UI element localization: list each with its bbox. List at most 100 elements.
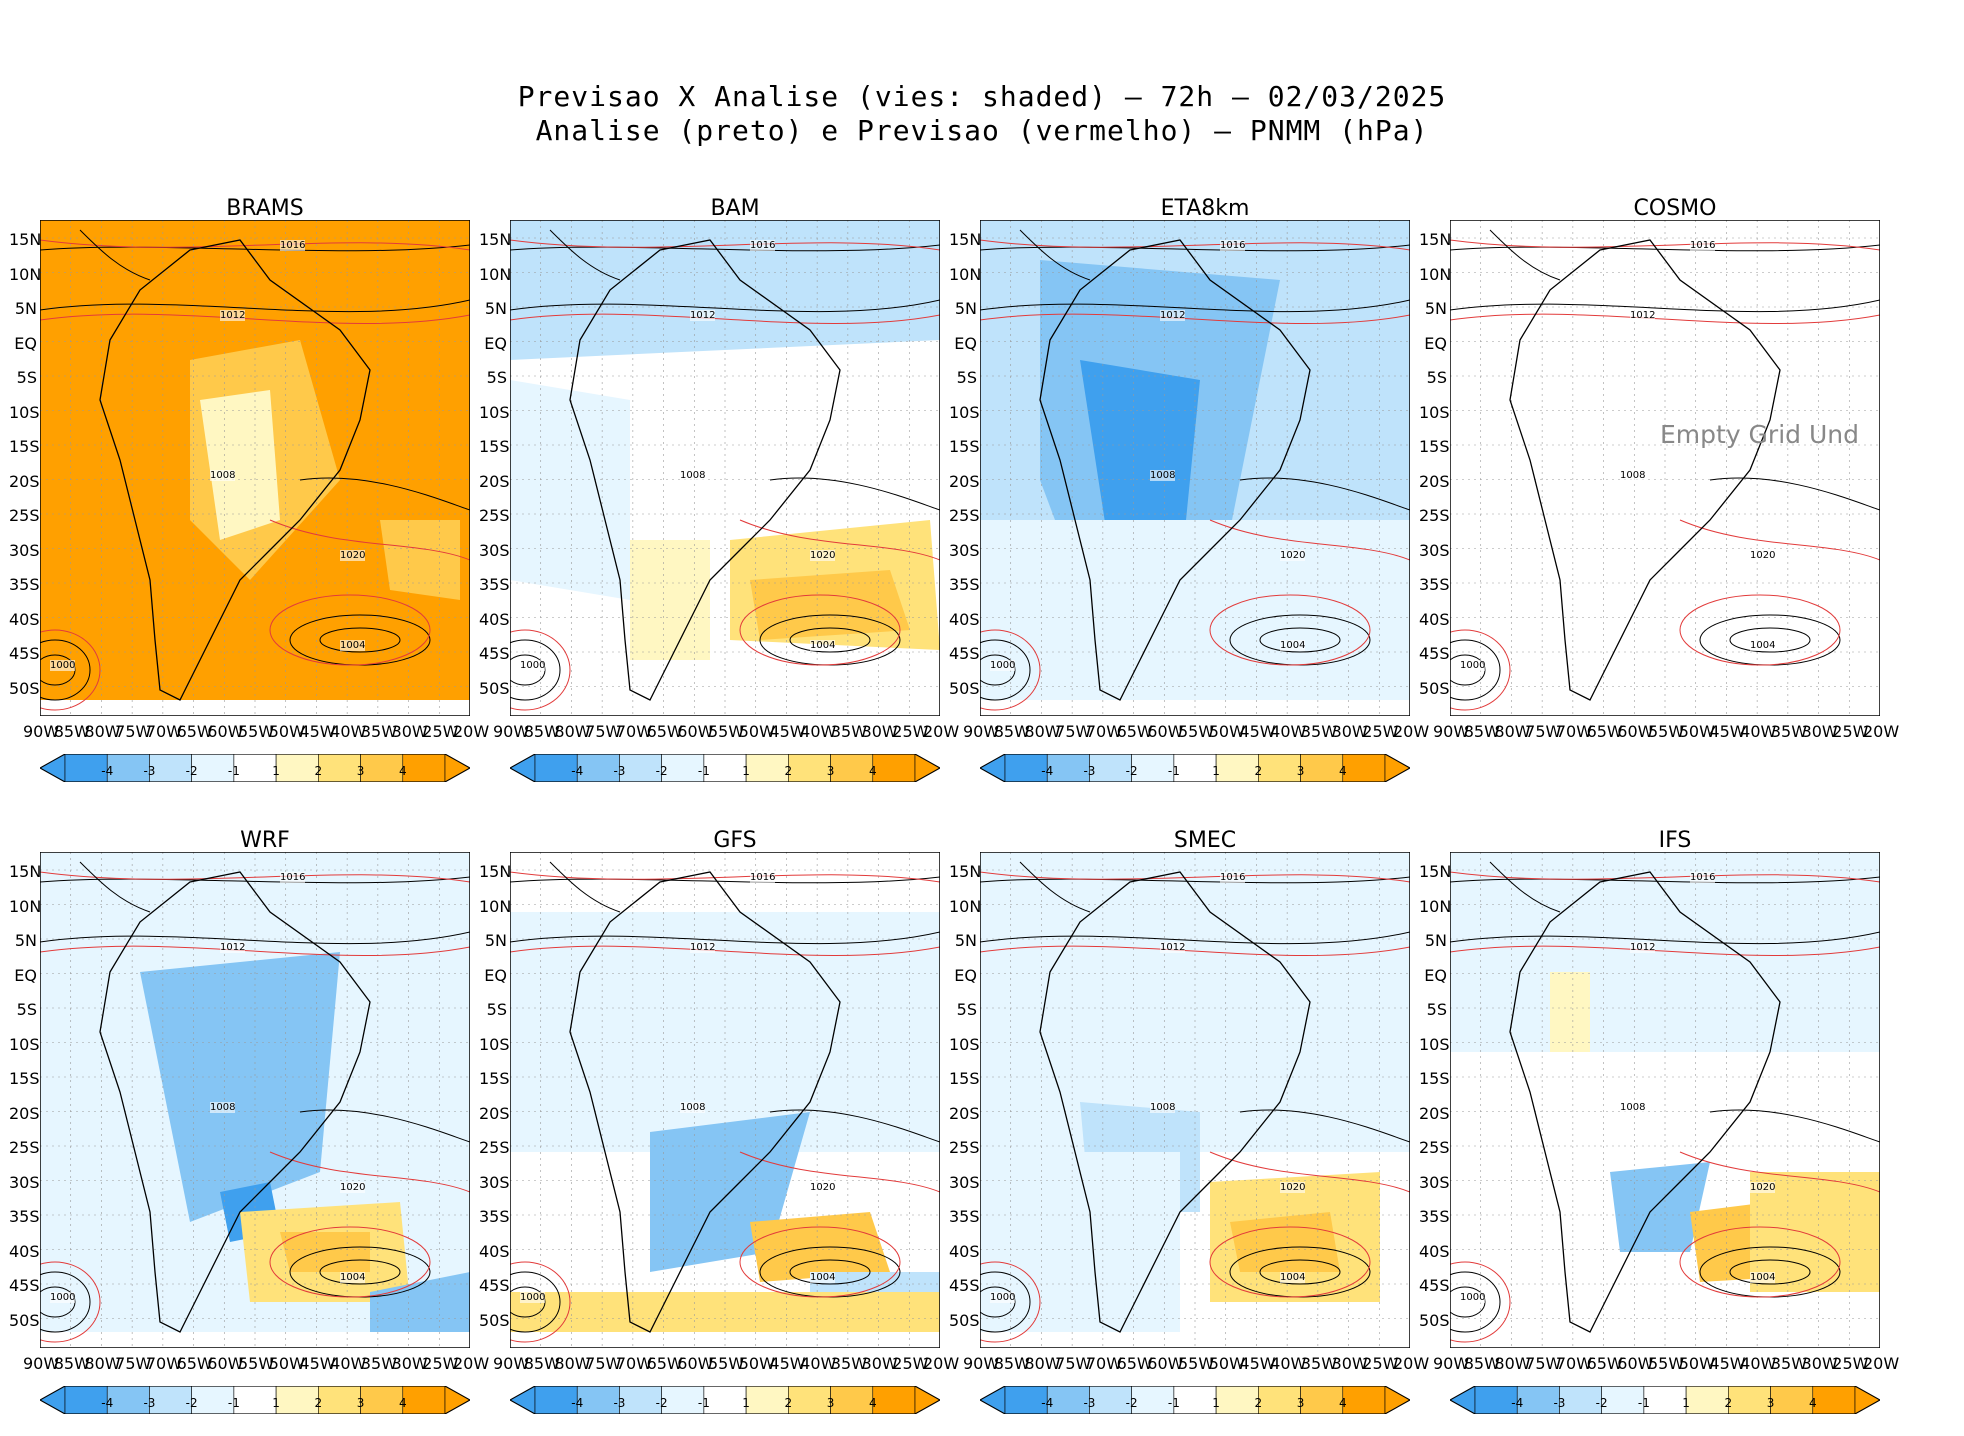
longitude-label: 35W xyxy=(830,1354,868,1373)
pressure-bias-map: 15N 10N 5N EQ 5S 10S 15S 20S 25S 30S 35S 40S 45S 50S 9… xyxy=(949,852,1429,1373)
longitude-label: 45W xyxy=(769,1354,806,1373)
pressure-bias-map: 15N 10N 5N EQ 5S 10S 15S 20S 25S 30S 35S 40S 45S 50S 9… xyxy=(1419,220,1899,741)
panel-title: ETA8km xyxy=(1160,196,1250,221)
longitude-label: 55W xyxy=(1648,722,1685,741)
colorbar-label: 3 xyxy=(1296,764,1305,778)
contour-label: 1016 xyxy=(1690,872,1716,883)
pressure-bias-map: 15N 10N 5N EQ 5S 10S 15S 20S 25S 30S 35S 40S 45S 50S 9… xyxy=(479,220,959,741)
latitude-label: 45S xyxy=(949,644,980,663)
latitude-label: 10N xyxy=(1419,264,1452,284)
longitude-label: 30W xyxy=(1331,1354,1368,1373)
longitude-label: 80W xyxy=(1494,1354,1531,1373)
pressure-bias-map: 15N 10N 5N EQ 5S 10S 15S 20S 25S 30S 35S 40S 45S 50S 9… xyxy=(949,220,1429,741)
contour-label: 1004 xyxy=(1280,1272,1306,1283)
latitude-label: 5S xyxy=(956,368,977,387)
contour-label: 1012 xyxy=(690,310,716,321)
contour-label: 1020 xyxy=(340,550,366,561)
longitude-label: 80W xyxy=(84,722,121,741)
panel-title: COSMO xyxy=(1633,196,1717,221)
latitude-label: 10S xyxy=(1419,1034,1450,1054)
longitude-label: 80W xyxy=(1494,722,1531,741)
contour-label: 1016 xyxy=(280,240,306,251)
longitude-label: 70W xyxy=(145,1354,183,1373)
contour-label: 1012 xyxy=(220,942,246,953)
longitude-label: 75W xyxy=(585,1354,622,1373)
colorbar-label: 4 xyxy=(1338,1396,1347,1410)
longitude-label: 50W xyxy=(268,722,305,741)
map-panel-bam: BAM 15N 10N 5N EQ 5S 10S 15S 20S 25S 30S 35S 40S 45S… xyxy=(479,176,970,786)
latitude-label: 5N xyxy=(484,299,507,318)
contour-label: 1020 xyxy=(1280,550,1306,561)
latitude-label: 5N xyxy=(1424,931,1447,950)
longitude-label: 35W xyxy=(1770,1354,1808,1373)
panel-title: BAM xyxy=(710,196,760,221)
contour-label: 1016 xyxy=(1220,240,1246,251)
contour-label: 1004 xyxy=(340,640,366,651)
contour-label: 1020 xyxy=(810,550,836,561)
latitude-label: 10S xyxy=(9,402,40,422)
latitude-label: 40S xyxy=(949,1241,980,1261)
longitude-label: 90W xyxy=(963,722,1000,741)
map-panel-cosmo: COSMO 15N 10N 5N EQ 5S 10S 15S 20S 25S 30S 35S 40S 4… xyxy=(1419,176,1910,786)
contour-label: 1020 xyxy=(1280,1182,1306,1193)
latitude-label: 40S xyxy=(479,1241,510,1261)
contour-label: 1008 xyxy=(1620,470,1646,481)
latitude-label: 15S xyxy=(9,1069,40,1088)
colorbar-label: 2 xyxy=(1724,1396,1733,1410)
colorbar-label: 3 xyxy=(356,1396,365,1410)
longitude-label: 20W xyxy=(923,722,960,741)
longitude-label: 50W xyxy=(1208,1354,1245,1373)
latitude-label: EQ xyxy=(14,333,37,353)
colorbar-label: 1 xyxy=(272,1396,280,1410)
latitude-label: 30S xyxy=(9,1172,40,1192)
latitude-label: 35S xyxy=(949,1207,980,1226)
latitude-label: EQ xyxy=(1424,965,1447,985)
longitude-label: 65W xyxy=(176,1354,213,1373)
isobars xyxy=(510,229,940,711)
latitude-label: 5N xyxy=(14,299,37,318)
colorbar-label: -2 xyxy=(655,764,668,778)
latitude-label: 45S xyxy=(479,644,510,663)
contour-label: 1020 xyxy=(340,1182,366,1193)
longitude-label: 75W xyxy=(1525,722,1562,741)
latitude-label: 15N xyxy=(479,230,512,249)
longitude-label: 55W xyxy=(238,1354,275,1373)
longitude-label: 80W xyxy=(1024,1354,1061,1373)
contour-label: 1012 xyxy=(1630,310,1656,321)
latitude-label: 5S xyxy=(956,1000,977,1019)
longitude-label: 20W xyxy=(453,1354,490,1373)
longitude-label: 85W xyxy=(993,722,1030,741)
bias-shading xyxy=(1450,852,1880,1292)
contour-label: 1012 xyxy=(1160,310,1186,321)
longitude-label: 30W xyxy=(861,1354,898,1373)
longitude-label: 70W xyxy=(145,722,183,741)
latitude-label: 15S xyxy=(479,437,510,456)
longitude-label: 35W xyxy=(360,1354,398,1373)
isobars xyxy=(40,229,470,711)
latitude-label: 30S xyxy=(479,1172,510,1192)
isobars xyxy=(980,861,1410,1343)
longitude-label: 75W xyxy=(1055,1354,1092,1373)
latitude-label: 20S xyxy=(949,1103,980,1123)
contour-label: 1000 xyxy=(520,660,546,671)
latitude-label: 30S xyxy=(9,540,40,560)
latitude-label: 15N xyxy=(9,230,42,249)
longitude-label: 90W xyxy=(23,722,60,741)
contour-label: 1016 xyxy=(1220,872,1246,883)
contour-label: 1008 xyxy=(210,470,236,481)
latitude-label: 10S xyxy=(479,1034,510,1054)
latitude-label: 35S xyxy=(9,1207,40,1226)
contour-label: 1004 xyxy=(1750,1272,1776,1283)
colorbar-label: -4 xyxy=(571,764,584,778)
contour-label: 1012 xyxy=(690,942,716,953)
latitude-label: 10S xyxy=(949,1034,980,1054)
contour-label: 1012 xyxy=(1160,942,1186,953)
latitude-label: 25S xyxy=(479,1138,510,1157)
latitude-label: 15S xyxy=(1419,437,1450,456)
contour-label: 1012 xyxy=(1630,942,1656,953)
latitude-label: EQ xyxy=(954,333,977,353)
latitude-label: 35S xyxy=(1419,1207,1450,1226)
longitude-label: 35W xyxy=(1770,722,1808,741)
latitude-label: 40S xyxy=(1419,1241,1450,1261)
isobars xyxy=(1450,229,1880,711)
